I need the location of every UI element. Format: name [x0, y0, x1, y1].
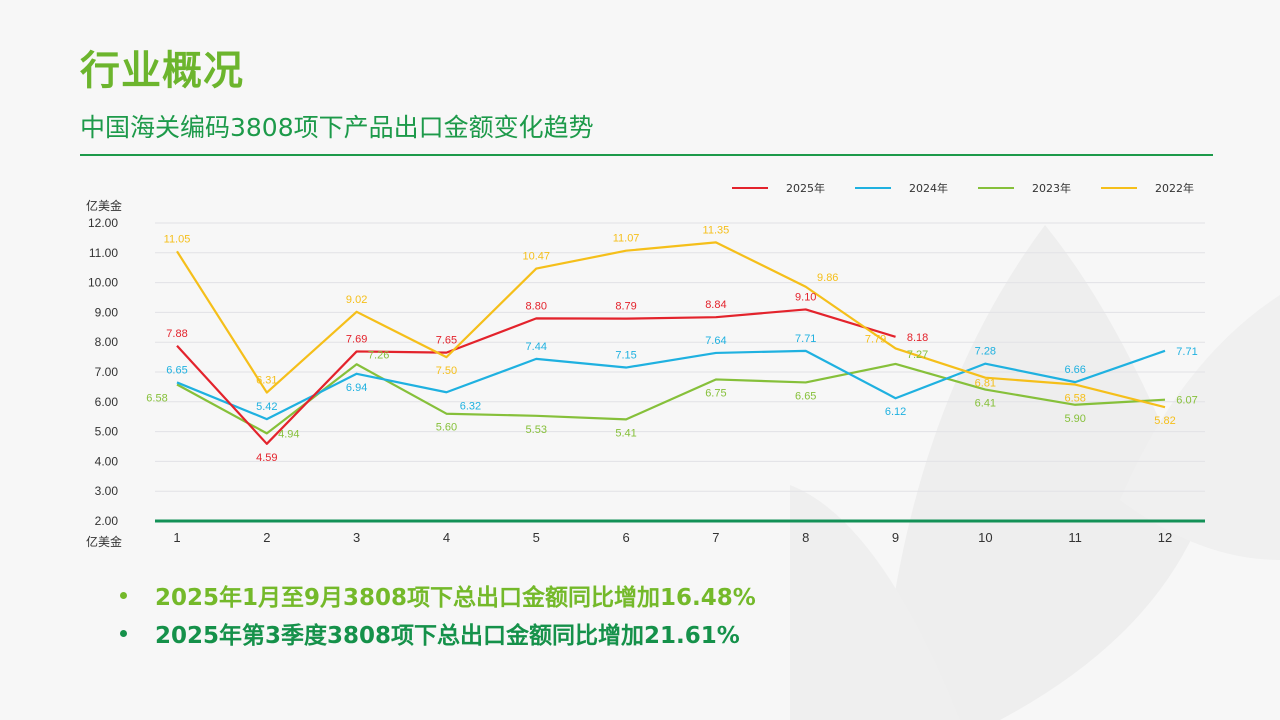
summary-bullet: 2025年第3季度3808项下总出口金额同比增加21.61% — [120, 614, 756, 652]
summary-bullets: 2025年1月至9月3808项下总出口金额同比增加16.48% 2025年第3季… — [120, 576, 756, 652]
x-tick-label: 12 — [1158, 530, 1172, 545]
y-tick-label: 11.00 — [89, 246, 118, 260]
data-label: 7.88 — [166, 328, 187, 340]
y-tick-label: 2.00 — [95, 514, 119, 528]
bullet-dot-icon — [120, 629, 127, 637]
bullet-dot-icon — [120, 591, 127, 599]
summary-bullet: 2025年1月至9月3808项下总出口金额同比增加16.48% — [120, 576, 756, 614]
data-label: 6.41 — [975, 398, 996, 410]
data-label: 11.07 — [613, 233, 640, 245]
y-tick-label: 6.00 — [95, 395, 119, 409]
y-tick-label: 9.00 — [95, 305, 119, 319]
y-tick-label: 3.00 — [95, 484, 119, 498]
title-divider — [80, 154, 1213, 156]
data-label: 6.58 — [146, 393, 167, 405]
bullet-text: 2025年第3季度3808项下总出口金额同比增加21.61% — [155, 623, 740, 649]
y-tick-label: 5.00 — [95, 425, 119, 439]
legend-label: 2024年 — [909, 181, 948, 195]
data-label: 9.86 — [817, 272, 838, 284]
y-axis-unit-label: 亿美金 — [86, 198, 122, 213]
series-line-2023年 — [176, 362, 1166, 435]
data-label: 7.71 — [1176, 346, 1197, 358]
data-label: 7.27 — [907, 349, 928, 361]
x-tick-label: 8 — [802, 530, 809, 545]
data-label: 4.94 — [278, 428, 299, 440]
data-label: 6.65 — [795, 390, 816, 402]
data-label: 5.82 — [1154, 415, 1175, 427]
y-tick-label: 4.00 — [95, 454, 119, 468]
page-subtitle: 中国海关编码3808项下产品出口金额变化趋势 — [80, 113, 594, 142]
x-tick-label: 9 — [892, 530, 899, 545]
legend-label: 2023年 — [1032, 181, 1071, 195]
x-tick-label: 4 — [443, 530, 450, 545]
data-label: 6.75 — [705, 387, 726, 399]
x-tick-label: 7 — [712, 530, 719, 545]
data-label: 6.65 — [166, 364, 187, 376]
data-label: 8.80 — [526, 300, 547, 312]
x-tick-label: 5 — [533, 530, 540, 545]
data-label: 6.81 — [975, 378, 996, 390]
series-line-2025年 — [176, 308, 896, 445]
data-label: 5.53 — [526, 424, 547, 436]
data-label: 7.79 — [865, 333, 886, 345]
data-label: 8.79 — [615, 301, 636, 313]
data-label: 6.32 — [460, 400, 481, 412]
data-label: 6.12 — [885, 406, 906, 418]
series-line-2022年 — [176, 241, 1166, 409]
y-tick-label: 10.00 — [88, 276, 118, 290]
data-label: 7.15 — [615, 350, 636, 362]
data-label: 8.84 — [705, 299, 726, 311]
data-label: 4.59 — [256, 452, 277, 464]
data-label: 6.07 — [1176, 395, 1197, 407]
data-label: 6.94 — [346, 382, 367, 394]
data-label: 7.64 — [705, 335, 726, 347]
x-tick-label: 10 — [978, 530, 992, 545]
legend-label: 2025年 — [786, 181, 825, 195]
y-tick-label: 12.00 — [88, 216, 118, 230]
data-label: 7.69 — [346, 333, 367, 345]
data-label: 10.47 — [523, 251, 551, 263]
x-tick-label: 3 — [353, 530, 360, 545]
data-label: 11.05 — [164, 233, 191, 245]
x-tick-label: 1 — [173, 530, 180, 545]
data-label: 7.50 — [436, 365, 457, 377]
legend-label: 2022年 — [1155, 181, 1194, 195]
page-title: 行业概况 — [80, 48, 244, 94]
data-label: 7.44 — [526, 341, 547, 353]
data-label: 7.71 — [795, 333, 816, 345]
data-label: 9.10 — [795, 291, 816, 303]
x-tick-label: 11 — [1068, 530, 1082, 545]
data-label: 6.58 — [1064, 393, 1085, 405]
data-label: 9.02 — [346, 294, 367, 306]
data-label: 5.60 — [436, 422, 457, 434]
bullet-text: 2025年1月至9月3808项下总出口金额同比增加16.48% — [155, 585, 756, 611]
data-label: 6.31 — [256, 375, 277, 387]
data-label: 5.90 — [1064, 413, 1085, 425]
data-label: 6.66 — [1064, 364, 1085, 376]
data-label: 7.65 — [436, 335, 457, 347]
data-label: 7.28 — [975, 346, 996, 358]
y-tick-label: 8.00 — [95, 335, 119, 349]
data-label: 5.41 — [615, 427, 636, 439]
y-tick-label: 7.00 — [95, 365, 119, 379]
x-tick-label: 6 — [622, 530, 629, 545]
data-label: 5.42 — [256, 401, 277, 413]
x-tick-label: 2 — [263, 530, 270, 545]
x-axis-unit-label: 亿美金 — [86, 534, 122, 549]
data-label: 8.18 — [907, 332, 928, 344]
data-label: 11.35 — [703, 224, 730, 236]
series-line-2024年 — [176, 349, 1166, 421]
data-label: 7.26 — [368, 349, 389, 361]
